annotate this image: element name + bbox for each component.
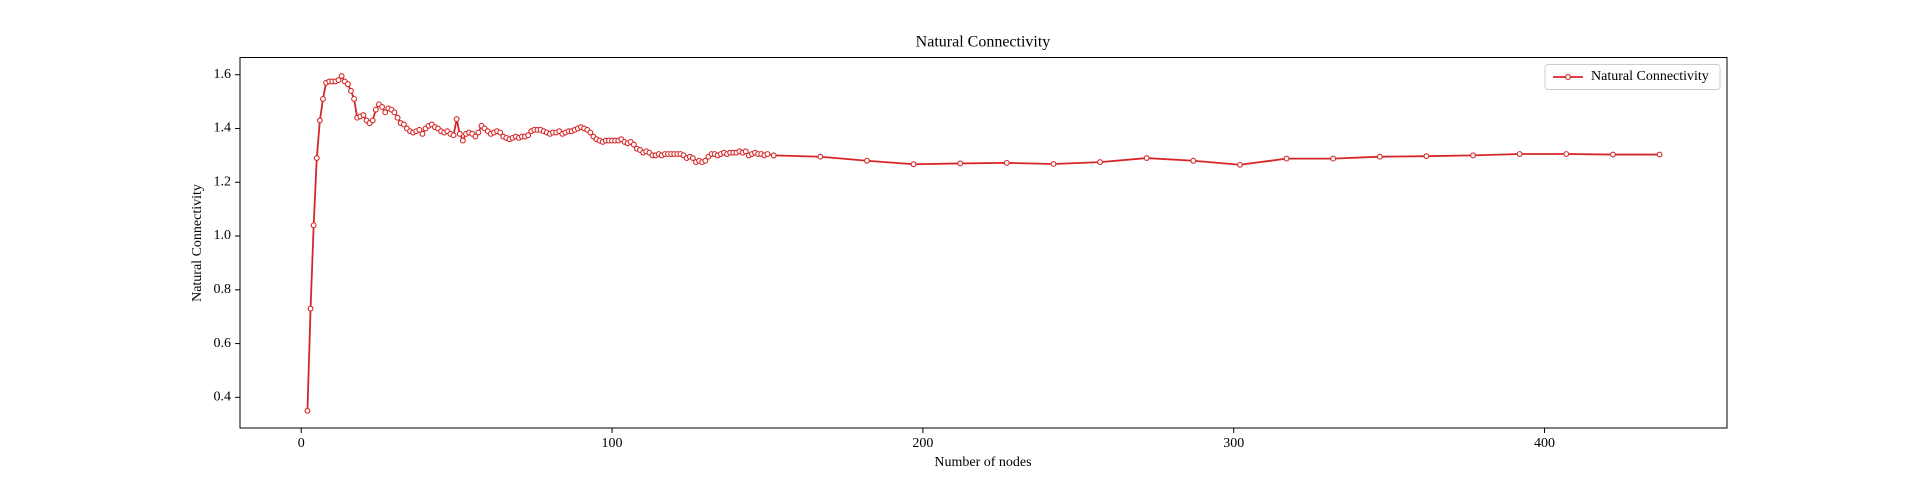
- x-tick-label: 0: [298, 436, 305, 451]
- data-point: [316, 117, 323, 124]
- data-point: [1143, 155, 1150, 162]
- data-point: [1330, 155, 1337, 162]
- data-point: [344, 81, 351, 88]
- data-point: [391, 109, 398, 116]
- data-point: [459, 137, 466, 144]
- data-point: [351, 95, 358, 102]
- data-point: [419, 130, 426, 137]
- data-point: [630, 141, 637, 148]
- data-point: [310, 222, 317, 229]
- data-point: [497, 129, 504, 136]
- y-tick-label: 1.4: [214, 121, 232, 136]
- data-point: [910, 161, 917, 168]
- y-tick-label: 0.8: [214, 282, 232, 297]
- data-point: [382, 109, 389, 116]
- data-point: [338, 73, 345, 80]
- data-point: [770, 152, 777, 159]
- series-line: [306, 74, 1660, 411]
- data-point: [742, 148, 749, 155]
- data-point: [394, 114, 401, 121]
- y-tick-label: 1.0: [214, 228, 232, 243]
- data-point: [863, 157, 870, 164]
- data-point: [360, 112, 367, 118]
- data-point: [335, 77, 342, 84]
- data-point: [1470, 152, 1477, 159]
- data-point: [1609, 151, 1616, 158]
- data-point: [1516, 151, 1523, 157]
- data-point: [689, 155, 696, 162]
- data-point: [450, 132, 457, 139]
- data-point: [1563, 151, 1570, 157]
- data-point: [304, 407, 311, 414]
- data-point: [1003, 159, 1010, 166]
- y-tick-label: 1.2: [214, 174, 232, 189]
- data-point: [702, 157, 709, 164]
- data-point: [525, 132, 532, 139]
- x-axis-label: Number of nodes: [934, 455, 1031, 470]
- data-point: [472, 133, 479, 140]
- x-tick-label: 300: [1223, 436, 1244, 451]
- legend-label: Natural Connectivity: [1591, 69, 1709, 84]
- x-tick-label: 100: [602, 436, 623, 451]
- data-point: [348, 87, 354, 94]
- data-point: [587, 129, 594, 136]
- plot-frame: [239, 57, 1728, 429]
- y-tick-label: 0.6: [214, 336, 232, 351]
- data-point: [372, 106, 379, 113]
- data-point: [320, 95, 326, 102]
- data-point: [1376, 153, 1383, 160]
- data-point: [1283, 155, 1290, 162]
- data-point: [1050, 161, 1057, 167]
- data-point: [307, 305, 314, 312]
- y-tick-label: 0.4: [214, 390, 232, 405]
- chart-title: Natural Connectivity: [916, 34, 1051, 51]
- data-point: [764, 151, 771, 157]
- data-point: [957, 160, 964, 167]
- data-point: [453, 116, 460, 123]
- x-tick-label: 200: [912, 436, 933, 451]
- y-tick-label: 1.6: [214, 67, 232, 82]
- data-point: [1656, 151, 1663, 158]
- data-point: [1423, 153, 1430, 160]
- data-point: [817, 153, 824, 160]
- data-point: [379, 104, 385, 110]
- data-point: [1190, 157, 1197, 164]
- data-point: [369, 117, 376, 124]
- data-point: [313, 155, 320, 162]
- data-point: [416, 126, 423, 133]
- data-point: [1097, 159, 1104, 166]
- legend-box: [1544, 64, 1721, 90]
- x-tick-label: 400: [1534, 436, 1555, 451]
- data-point: [475, 129, 482, 136]
- data-point: [456, 130, 463, 137]
- data-point: [400, 121, 407, 128]
- y-axis-label: Natural Connectivity: [190, 184, 205, 302]
- data-point: [1236, 161, 1243, 168]
- legend-marker: [1565, 74, 1571, 80]
